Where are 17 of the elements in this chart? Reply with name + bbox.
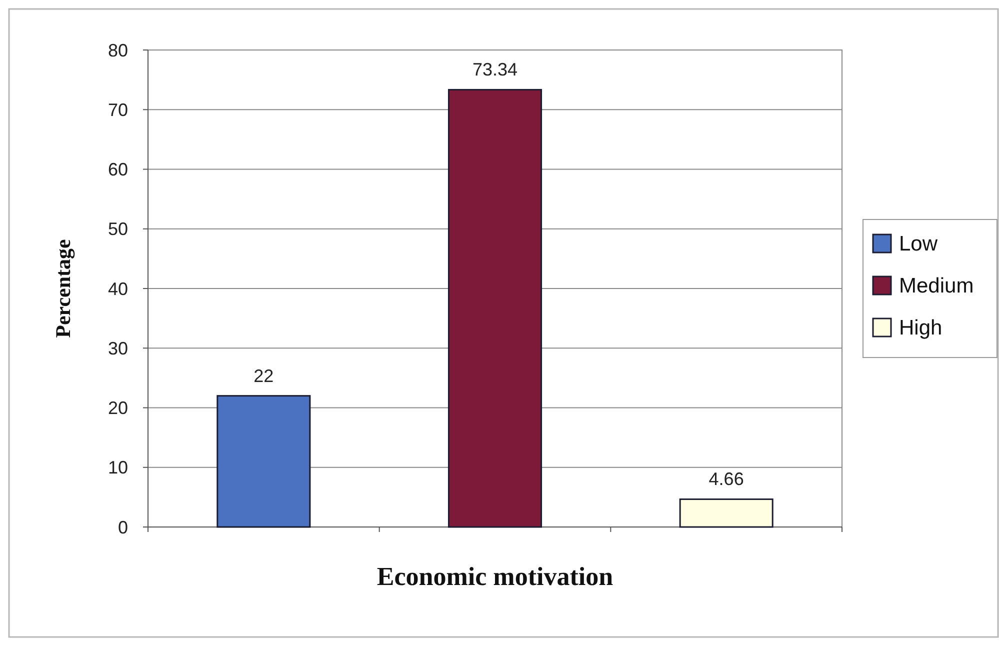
data-label: 22: [254, 366, 274, 386]
y-tick-label: 50: [108, 219, 128, 240]
data-label: 4.66: [708, 469, 744, 490]
y-tick-label: 30: [108, 338, 128, 358]
y-tick-label: 20: [108, 398, 128, 418]
y-tick-label: 40: [108, 278, 128, 299]
legend-label: Low: [899, 232, 938, 256]
y-tick-label: 70: [108, 100, 128, 120]
y-axis-title: Percentage: [51, 239, 75, 338]
data-label: 73.34: [472, 60, 518, 80]
y-tick-label: 80: [108, 40, 128, 60]
y-tick-label: 10: [108, 458, 128, 478]
legend-label: Medium: [899, 274, 974, 298]
x-axis-title: Economic motivation: [376, 562, 614, 591]
legend-label: High: [899, 316, 942, 340]
y-tick-label: 60: [108, 160, 128, 180]
y-tick-label: 0: [118, 517, 128, 538]
